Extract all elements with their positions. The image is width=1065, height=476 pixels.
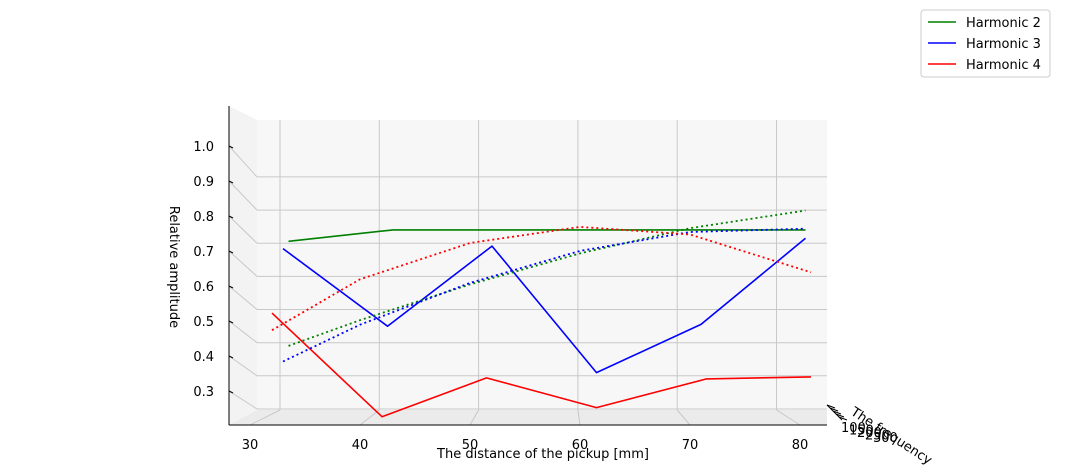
y-tick-label: 0.5 [193,315,214,330]
y-tick-label: 0.4 [193,350,214,365]
y-gridline-side [228,285,258,310]
x-tick-label: 80 [792,438,809,453]
z-tick-mark [835,413,845,418]
z-tick-mark [826,404,836,409]
y-tick-mark [228,320,234,324]
series-layer [271,209,812,418]
series-line-2 [271,312,812,418]
z-tick-mark [838,416,848,421]
series-line-0 [288,229,806,243]
x-gridline-floor [469,409,480,426]
y-gridline-side [228,145,258,178]
x-tick-label: 70 [682,438,699,453]
legend-label-harmonic-2: Harmonic 2 [966,16,1041,31]
y-gridline-side [228,355,258,377]
z-tick-label: 250 [865,429,890,444]
z-tick-mark [832,410,842,415]
y-gridline-side [228,250,258,277]
grid-layer [228,120,827,426]
y-tick-mark [228,250,234,254]
y-tick-mark [228,390,234,394]
z-tick-mark [829,407,839,412]
z-tick-label: 300 [873,431,898,446]
y-tick-mark [228,355,234,359]
legend-label-harmonic-4: Harmonic 4 [966,58,1041,73]
trend-line-5 [271,225,812,331]
x-gridline-floor [249,409,281,426]
y-tick-label: 0.3 [193,385,214,400]
x-axis-label: The distance of the pickup [mm] [436,447,649,462]
y-tick-mark [228,215,234,219]
y-tick-label: 0.7 [193,245,214,260]
legend-label-harmonic-3: Harmonic 3 [966,37,1041,52]
y-tick-mark [228,145,234,149]
trend-line-4 [282,227,806,363]
y-gridline-side [228,320,258,344]
z-tick-label: 150 [849,424,874,439]
x-gridline-floor [577,409,581,426]
legend-box [920,9,1051,78]
x-gridline-floor [359,409,380,426]
x-tick-label: 60 [572,438,589,453]
y-tick-mark [228,180,234,184]
y-gridline-side [228,180,258,211]
y-tick-label: 0.6 [193,280,214,295]
z-tick-label: 100 [841,421,866,436]
y-axis-label: Relative amplitude [166,206,181,328]
chart-panes [229,106,827,425]
x-tick-label: 30 [242,438,259,453]
legend: Harmonic 2 Harmonic 3 Harmonic 4 [920,9,1051,78]
y-gridline-side [228,390,258,410]
y-tick-label: 0.9 [193,175,214,190]
series-line-1 [282,237,807,374]
y-gridline-side [228,215,258,244]
tick-layer: 0.3 0.4 0.5 0.6 0.7 0.8 0.9 1.0 30 40 50 60 70 80 1001… [193,140,898,453]
y-tick-mark [228,285,234,289]
x-gridline-floor [676,409,691,426]
x-gridline-floor [776,409,801,426]
x-tick-label: 50 [462,438,479,453]
x-tick-label: 40 [352,438,369,453]
y-tick-label: 1.0 [193,140,214,155]
left-pane [229,106,257,425]
z-tick-label: 200 [857,426,882,441]
y-tick-label: 0.8 [193,210,214,225]
floor-pane [229,410,827,425]
